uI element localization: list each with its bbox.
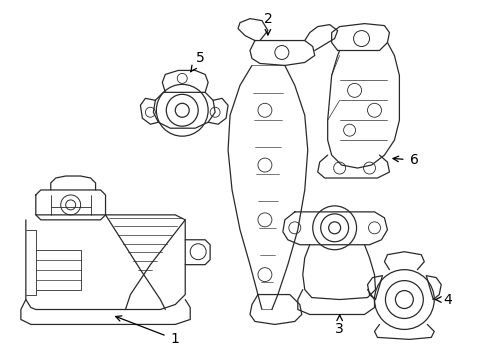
Text: 2: 2 [263,12,272,35]
Text: 4: 4 [434,293,450,306]
Text: 1: 1 [116,316,179,346]
Text: 3: 3 [335,315,343,337]
Text: 5: 5 [190,51,204,72]
Text: 6: 6 [392,153,418,167]
